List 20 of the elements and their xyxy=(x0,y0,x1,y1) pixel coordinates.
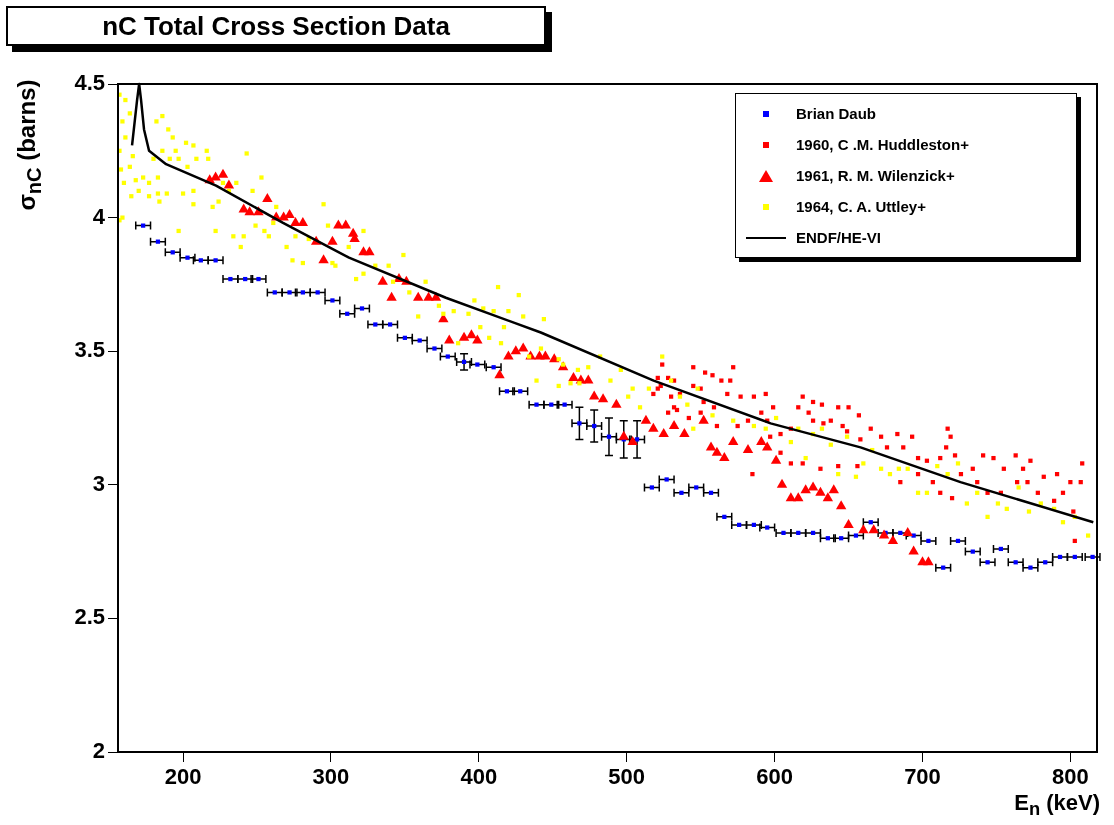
x-tick-label: 800 xyxy=(1052,764,1089,790)
x-tick-label: 400 xyxy=(460,764,498,790)
legend-label: ENDF/HE-VI xyxy=(796,229,882,246)
legend-label: 1960, C .M. Huddleston+ xyxy=(796,136,969,153)
x-tick-label: 700 xyxy=(904,764,941,790)
x-tick-label: 300 xyxy=(312,764,350,790)
x-axis-title: E$_{n}$ (keV) xyxy=(1014,790,1100,821)
legend-label: Brian Daub xyxy=(796,105,877,122)
chart-title: nC Total Cross Section Data xyxy=(6,6,546,46)
x-tick-label: 200 xyxy=(164,764,202,790)
y-tick-label: 3.5 xyxy=(74,337,105,363)
y-tick-label: 3 xyxy=(92,470,105,496)
legend-label: 1961, R. M. Wilenzick+ xyxy=(796,167,955,184)
legend-label: 1964, C. A. Uttley+ xyxy=(796,198,926,215)
y-tick-label: 2.5 xyxy=(74,604,105,630)
y-tick-label: 4.5 xyxy=(74,70,105,96)
y-tick-label: 2 xyxy=(92,738,105,764)
y-tick-label: 4 xyxy=(92,203,106,229)
x-tick-label: 600 xyxy=(756,764,793,790)
x-tick-label: 500 xyxy=(608,764,646,790)
